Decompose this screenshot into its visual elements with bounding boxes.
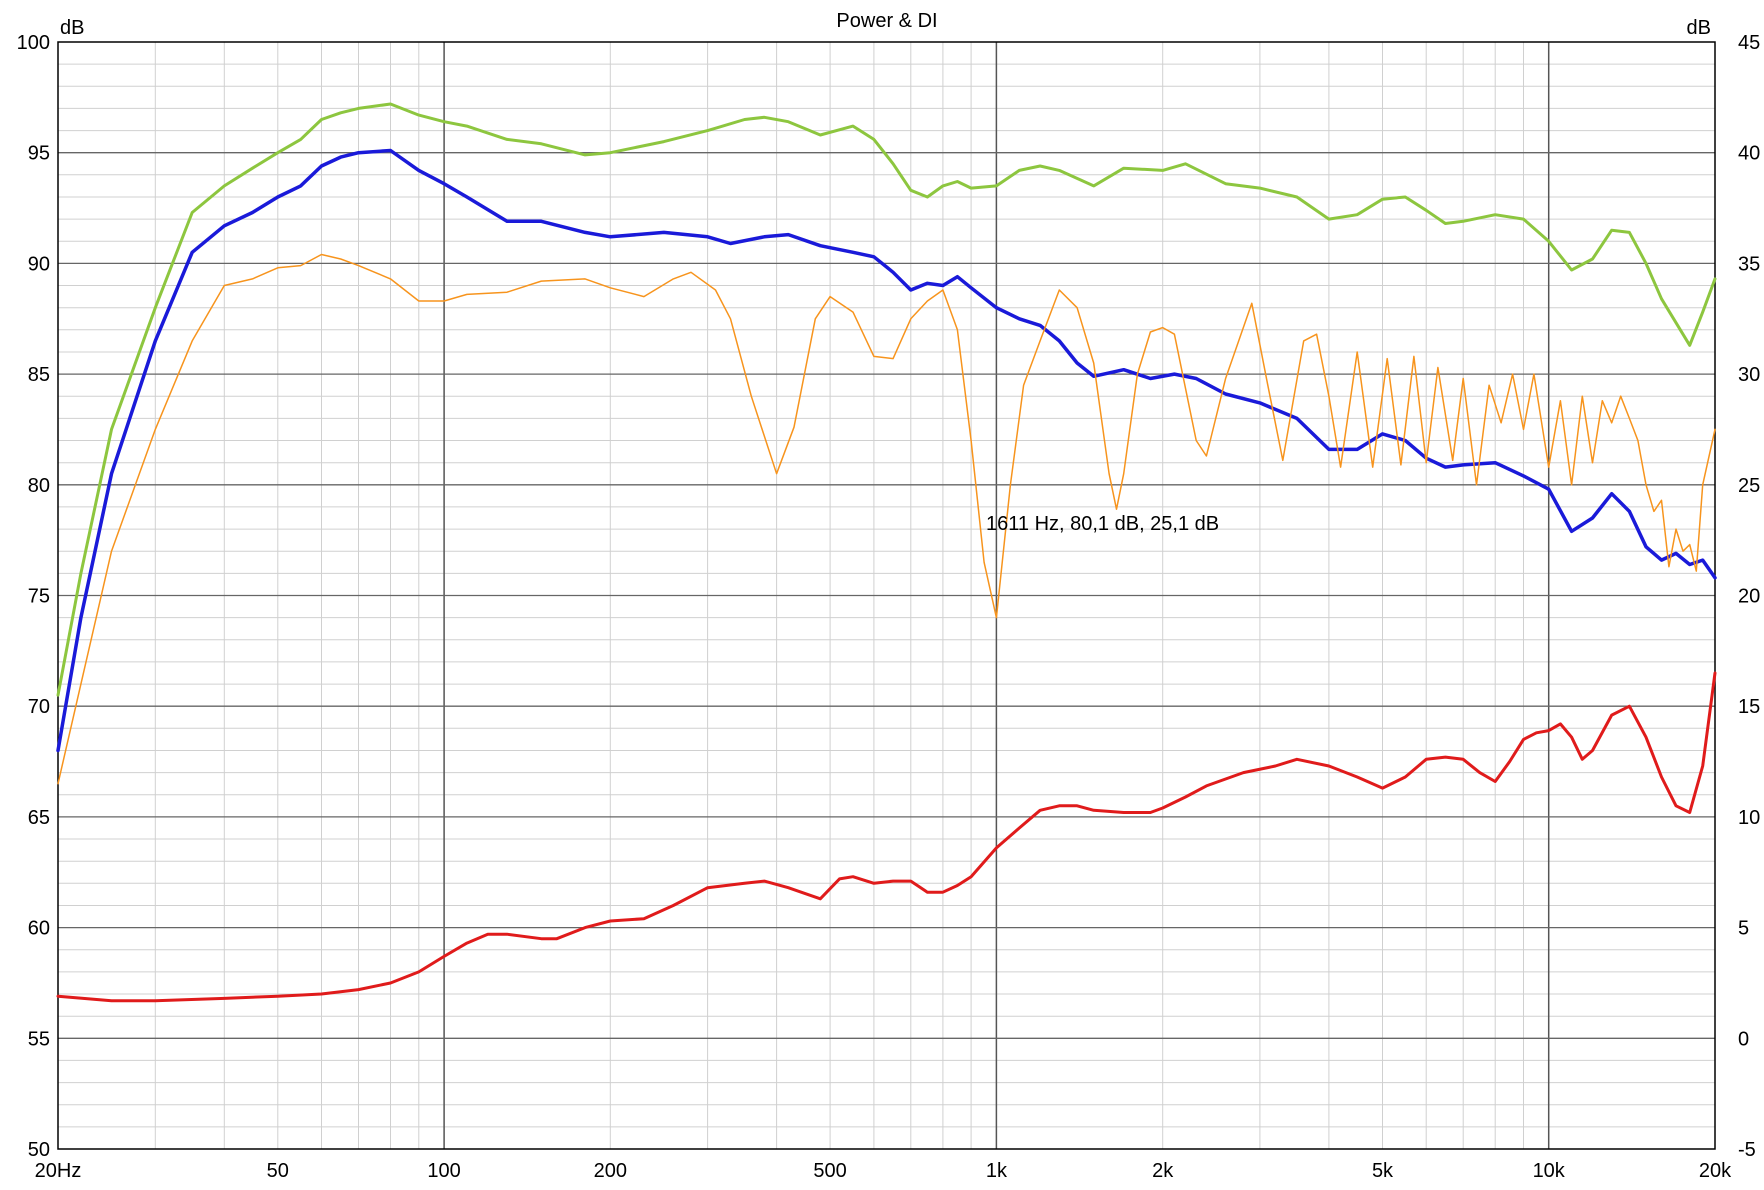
y-right-tick-label: 20	[1738, 586, 1760, 608]
y-right-tick-label: 10	[1738, 807, 1760, 829]
series-layer	[56, 102, 1717, 1003]
cursor-readout: 1611 Hz, 80,1 dB, 25,1 dB	[986, 513, 1219, 535]
right-axis-unit: dB	[1687, 17, 1711, 39]
y-right-tick-labels: 45 40 35 30 25 20 15 10 5 0 -5	[1738, 32, 1760, 1161]
y-left-tick-label: 95	[28, 143, 50, 165]
x-tick-label: 50	[267, 1160, 289, 1182]
x-tick-label: 2k	[1152, 1160, 1174, 1182]
series-line-2	[56, 148, 1717, 753]
x-tick-labels: 20Hz 50 100 200 500 1k 2k 5k 10k 20k	[35, 1160, 1732, 1182]
x-tick-label: 500	[813, 1160, 846, 1182]
y-right-tick-label: -5	[1738, 1139, 1756, 1161]
x-tick-label: 100	[427, 1160, 460, 1182]
y-left-tick-label: 60	[28, 918, 50, 940]
plot-frame	[57, 41, 1716, 1150]
y-right-tick-label: 45	[1738, 32, 1760, 54]
y-right-tick-label: 25	[1738, 475, 1760, 497]
y-right-tick-label: 5	[1738, 918, 1749, 940]
x-tick-label: 200	[594, 1160, 627, 1182]
chart-title: Power & DI	[836, 10, 937, 32]
major-grid	[58, 42, 1715, 1149]
y-right-tick-label: 15	[1738, 696, 1760, 718]
x-tick-label: 20Hz	[35, 1160, 82, 1182]
series-line-1	[56, 102, 1717, 697]
x-tick-label: 10k	[1533, 1160, 1566, 1182]
y-left-tick-label: 50	[28, 1139, 50, 1161]
left-axis-unit: dB	[60, 17, 84, 39]
y-left-tick-label: 80	[28, 475, 50, 497]
series-line-4	[56, 671, 1717, 1003]
series-line-3	[57, 253, 1716, 785]
y-left-tick-label: 85	[28, 364, 50, 386]
y-right-tick-label: 0	[1738, 1028, 1749, 1050]
x-tick-label: 1k	[986, 1160, 1008, 1182]
y-left-tick-label: 100	[17, 32, 50, 54]
y-left-tick-labels: 100 95 90 85 80 75 70 65 60 55 50	[17, 32, 50, 1161]
y-right-tick-label: 40	[1738, 143, 1760, 165]
y-left-tick-label: 55	[28, 1028, 50, 1050]
x-tick-label: 5k	[1372, 1160, 1394, 1182]
y-left-tick-label: 90	[28, 253, 50, 275]
y-left-tick-label: 65	[28, 807, 50, 829]
y-right-tick-label: 35	[1738, 253, 1760, 275]
y-left-tick-label: 70	[28, 696, 50, 718]
y-left-tick-label: 75	[28, 586, 50, 608]
y-right-tick-label: 30	[1738, 364, 1760, 386]
x-tick-label: 20k	[1699, 1160, 1732, 1182]
